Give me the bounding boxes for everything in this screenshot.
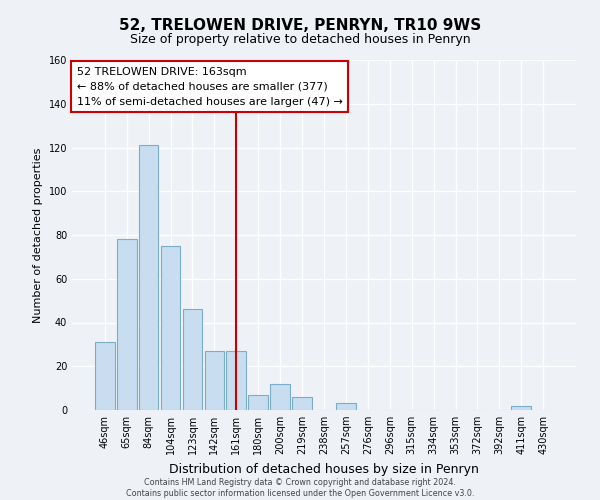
Bar xyxy=(161,246,181,410)
Text: 52, TRELOWEN DRIVE, PENRYN, TR10 9WS: 52, TRELOWEN DRIVE, PENRYN, TR10 9WS xyxy=(119,18,481,32)
Bar xyxy=(205,351,224,410)
Text: 52 TRELOWEN DRIVE: 163sqm
← 88% of detached houses are smaller (377)
11% of semi: 52 TRELOWEN DRIVE: 163sqm ← 88% of detac… xyxy=(77,67,343,106)
Bar xyxy=(292,397,312,410)
Bar xyxy=(226,351,246,410)
Text: Contains HM Land Registry data © Crown copyright and database right 2024.
Contai: Contains HM Land Registry data © Crown c… xyxy=(126,478,474,498)
Bar xyxy=(511,406,531,410)
Y-axis label: Number of detached properties: Number of detached properties xyxy=(33,148,43,322)
Bar xyxy=(270,384,290,410)
Bar xyxy=(95,342,115,410)
Text: Size of property relative to detached houses in Penryn: Size of property relative to detached ho… xyxy=(130,32,470,46)
X-axis label: Distribution of detached houses by size in Penryn: Distribution of detached houses by size … xyxy=(169,462,479,475)
Bar xyxy=(336,404,356,410)
Bar xyxy=(139,146,158,410)
Bar xyxy=(117,240,137,410)
Bar xyxy=(182,310,202,410)
Bar xyxy=(248,394,268,410)
